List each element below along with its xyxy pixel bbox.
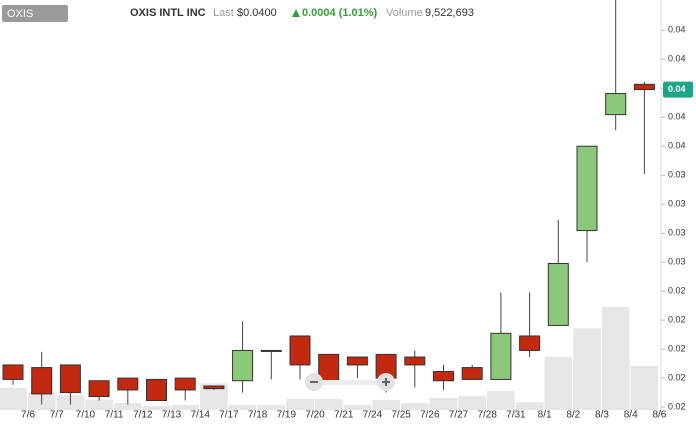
- y-tick-label: 0.04: [668, 25, 686, 35]
- candle-body: [490, 332, 512, 380]
- volume-bar: [544, 356, 573, 410]
- x-tick-label: 7/12: [133, 410, 153, 421]
- volume-bar: [429, 397, 458, 410]
- candle-body: [461, 367, 483, 380]
- candle-body: [2, 364, 24, 380]
- x-tick-label: 7/10: [76, 410, 96, 421]
- candle-body: [203, 385, 225, 390]
- y-tick-label: 0.03: [668, 228, 686, 238]
- x-tick-label: 7/28: [477, 410, 497, 421]
- x-tick-label: 8/2: [566, 410, 580, 421]
- y-tick-label: 0.03: [668, 199, 686, 209]
- candle-body: [346, 356, 368, 366]
- x-tick-label: 7/19: [277, 410, 297, 421]
- x-tick-label: 7/26: [420, 410, 440, 421]
- volume-bar: [0, 387, 27, 410]
- last-price-label: 0.04: [668, 84, 686, 94]
- x-tick-label: 7/11: [105, 410, 124, 421]
- y-tick-label: 0.02: [668, 401, 686, 411]
- volume-bar: [228, 404, 257, 410]
- volume-bar: [343, 404, 372, 410]
- x-tick-label: 7/6: [21, 410, 35, 421]
- last-price: $0.0400: [237, 7, 277, 19]
- up-arrow: [292, 9, 300, 17]
- plot-layer: [2, 0, 655, 405]
- symbol[interactable]: OXIS: [7, 8, 33, 20]
- y-tick-label: 0.04: [668, 141, 686, 151]
- y-tick-label: 0.02: [668, 286, 686, 296]
- x-tick-label: 8/6: [652, 410, 666, 421]
- x-tick-label: 7/7: [50, 410, 64, 421]
- candle-body: [31, 367, 53, 395]
- y-tick-label: 0.03: [668, 170, 686, 180]
- candle-body: [117, 377, 139, 391]
- x-tick-label: 7/14: [190, 410, 210, 421]
- volume-layer: [0, 307, 659, 410]
- y-tick-label: 0.04: [668, 112, 686, 122]
- y-tick-label: 0.02: [668, 315, 686, 325]
- y-tick-label: 0.04: [668, 54, 686, 64]
- candle-body: [232, 349, 254, 382]
- candle-body: [59, 364, 81, 394]
- x-tick-label: 7/21: [334, 410, 354, 421]
- volume-bar: [601, 307, 630, 410]
- zoom-slider[interactable]: [318, 380, 384, 385]
- volume-bar: [85, 399, 113, 410]
- change: 0.0004 (1.01%): [302, 7, 378, 19]
- y-tick-label: 0.02: [668, 372, 686, 382]
- candle-body: [633, 83, 655, 91]
- x-tick-label: 8/3: [595, 410, 609, 421]
- y-tick-label: 0.03: [668, 257, 686, 267]
- symbol-box[interactable]: [2, 5, 68, 22]
- volume-bar: [372, 399, 400, 410]
- x-tick-label: 7/20: [305, 410, 325, 421]
- volume-bar: [458, 396, 487, 410]
- volume-bar: [257, 404, 286, 410]
- x-tick-label: 7/31: [506, 410, 526, 421]
- x-tick-label: 7/25: [391, 410, 411, 421]
- volume-label: Volume: [386, 7, 423, 19]
- candle-body: [433, 371, 454, 382]
- candle-body: [547, 262, 569, 326]
- x-tick-label: 7/13: [162, 410, 182, 421]
- candle-body: [605, 93, 627, 116]
- zoom-control[interactable]: [305, 373, 395, 391]
- x-tick-label: 7/24: [363, 410, 383, 421]
- header: OXIS OXIS INTL INC Last $0.0400 0.0004 (…: [2, 5, 474, 22]
- volume-value: 9,522,693: [425, 7, 474, 19]
- candle-body: [576, 145, 598, 232]
- candle-body: [404, 356, 426, 366]
- volume-bar: [286, 398, 314, 410]
- volume-bar: [314, 398, 343, 410]
- candle-body: [88, 380, 110, 398]
- volume-bar: [400, 403, 429, 410]
- volume-bar: [142, 405, 171, 410]
- x-tick-label: 8/1: [538, 410, 552, 421]
- candle-body: [174, 377, 196, 391]
- x-tick-label: 7/17: [219, 410, 239, 421]
- last-price-marker: [663, 81, 693, 98]
- volume-bar: [171, 404, 200, 410]
- last-label: Last: [213, 7, 234, 19]
- company-name: OXIS INTL INC: [130, 7, 206, 19]
- volume-bar: [630, 366, 659, 410]
- x-tick-label: 7/18: [248, 410, 268, 421]
- volume-bar: [573, 328, 601, 410]
- volume-bar: [515, 402, 544, 410]
- candle-body: [146, 378, 167, 402]
- candle-body: [318, 353, 340, 382]
- candle-body: [260, 349, 282, 352]
- y-tick-label: 0.02: [668, 344, 686, 354]
- volume-bar: [113, 403, 142, 410]
- x-tick-label: 8/4: [624, 410, 638, 421]
- candle-body: [289, 335, 311, 366]
- candle-body: [519, 335, 541, 351]
- volume-bar: [487, 391, 515, 410]
- x-tick-label: 7/27: [449, 410, 469, 421]
